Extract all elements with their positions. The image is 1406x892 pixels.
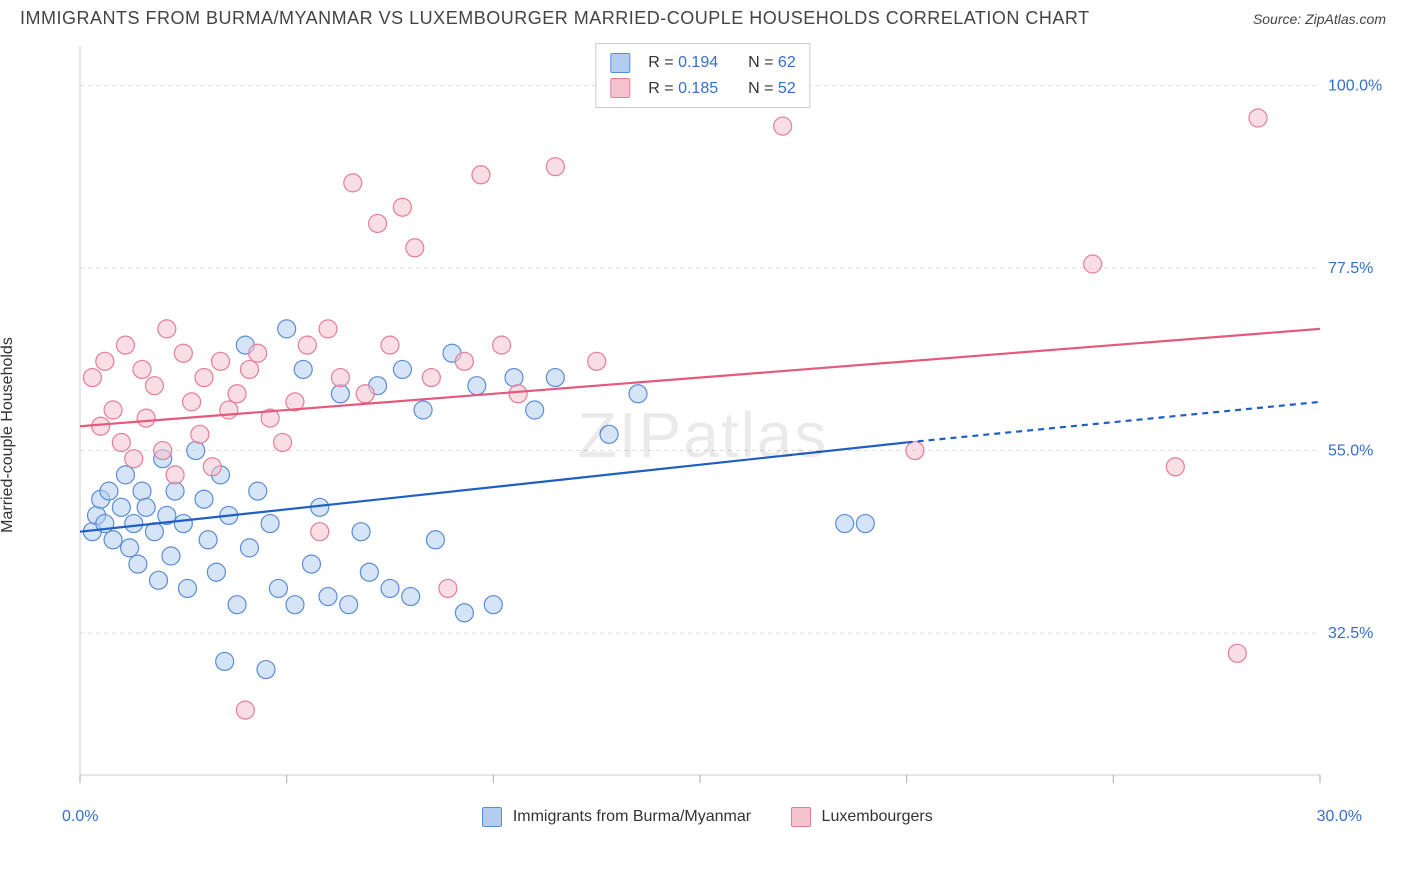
svg-text:55.0%: 55.0% (1328, 443, 1373, 460)
series-legend: Immigrants from Burma/Myanmar Luxembourg… (482, 799, 932, 835)
chart-container: Married-couple Households 32.5%55.0%77.5… (20, 35, 1386, 835)
stats-legend: R = 0.194 N = 62 R = 0.185 N = 52 (595, 43, 810, 108)
y-axis-label: Married-couple Households (0, 337, 17, 533)
source-credit: Source: ZipAtlas.com (1253, 11, 1386, 27)
chart-header: IMMIGRANTS FROM BURMA/MYANMAR VS LUXEMBO… (0, 0, 1406, 35)
chart-title: IMMIGRANTS FROM BURMA/MYANMAR VS LUXEMBO… (20, 8, 1090, 29)
x-axis-max: 30.0% (1317, 808, 1362, 826)
x-axis-min: 0.0% (62, 808, 98, 826)
stats-legend-row: R = 0.185 N = 52 (610, 76, 795, 102)
legend-swatch-pink (791, 807, 811, 827)
legend-item: Luxembourgers (791, 807, 933, 827)
correlation-scatter-chart: 32.5% 55.0% 77.5% 100.0% (20, 35, 1386, 795)
legend-swatch-blue (610, 53, 630, 73)
x-axis-labels: 0.0% Immigrants from Burma/Myanmar Luxem… (20, 795, 1386, 835)
svg-text:100.0%: 100.0% (1328, 78, 1382, 95)
stats-legend-row: R = 0.194 N = 62 (610, 50, 795, 76)
svg-text:32.5%: 32.5% (1328, 625, 1373, 642)
legend-swatch-pink (610, 78, 630, 98)
legend-swatch-blue (482, 807, 502, 827)
legend-item: Immigrants from Burma/Myanmar (482, 807, 751, 827)
svg-text:77.5%: 77.5% (1328, 260, 1373, 277)
